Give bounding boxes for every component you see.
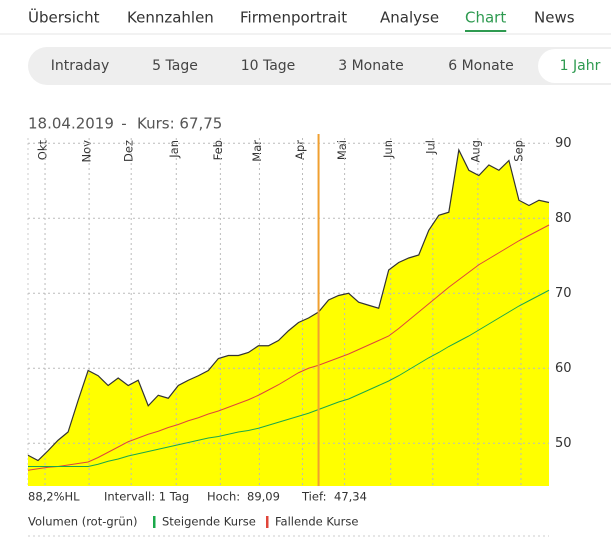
moving-average	[28, 289, 550, 467]
y-tick-label: 90	[555, 136, 572, 151]
y-tick-label: 60	[555, 361, 572, 376]
x-tick-label: Jun	[381, 140, 395, 159]
legend-rising: Steigende Kurse	[162, 515, 256, 529]
x-tick-label: Jul	[423, 140, 437, 155]
info-range: 88,2%HL	[28, 490, 80, 504]
x-tick-label: Feb	[211, 140, 225, 160]
y-tick-label: 80	[555, 211, 572, 226]
x-tick-label: Sep	[511, 140, 525, 162]
nav-item[interactable]: News	[534, 9, 575, 27]
info-low: 47,34	[334, 490, 367, 504]
period-tab[interactable]: 5 Tage	[152, 58, 198, 74]
price-area	[28, 150, 549, 486]
legend-swatch	[153, 516, 156, 528]
price-line	[27, 148, 550, 462]
header-date: 18.04.2019	[28, 115, 114, 133]
nav-item[interactable]: Übersicht	[28, 8, 100, 27]
period-tab[interactable]: 6 Monate	[448, 58, 514, 74]
x-tick-label: Okt	[36, 140, 50, 161]
info-interval: Intervall: 1 Tag	[104, 490, 189, 504]
x-tick-label: Apr	[293, 140, 307, 160]
info-low-label: Tief:	[301, 490, 326, 504]
header-separator: -	[121, 115, 126, 133]
legend-swatch	[266, 516, 269, 528]
nav-item[interactable]: Firmenportrait	[240, 9, 347, 27]
legend-falling: Fallende Kurse	[275, 515, 358, 529]
period-tab[interactable]: Intraday	[51, 58, 110, 74]
period-tab[interactable]: 3 Monate	[338, 58, 404, 74]
period-tab[interactable]: 1 Jahr	[560, 58, 601, 74]
info-high: 89,09	[247, 490, 280, 504]
nav-item[interactable]: Chart	[465, 9, 506, 27]
x-tick-label: Jan	[167, 140, 181, 159]
y-tick-label: 70	[555, 286, 572, 301]
y-tick-label: 50	[555, 436, 572, 451]
period-tab[interactable]: 10 Tage	[241, 58, 296, 74]
period-bar	[28, 47, 611, 85]
active-period-bg	[538, 49, 611, 83]
x-tick-label: Mai	[335, 140, 349, 160]
legend-title: Volumen (rot-grün)	[28, 515, 137, 529]
header-price: Kurs: 67,75	[137, 115, 222, 133]
nav-item[interactable]: Kennzahlen	[127, 9, 214, 27]
x-tick-label: Dez	[122, 140, 136, 162]
x-tick-label: Aug	[468, 140, 482, 162]
moving-average	[27, 224, 550, 471]
nav-item[interactable]: Analyse	[380, 9, 439, 27]
info-high-label: Hoch:	[207, 490, 240, 504]
x-tick-label: Nov	[80, 140, 94, 163]
x-tick-label: Mar	[250, 140, 264, 162]
